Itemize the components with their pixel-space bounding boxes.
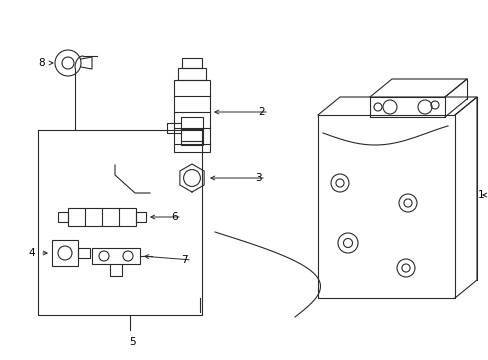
Text: 4: 4	[28, 248, 35, 258]
Bar	[58, 212, 68, 222]
Bar	[136, 212, 146, 222]
Text: 5: 5	[129, 337, 136, 347]
Bar	[78, 248, 90, 258]
Bar	[174, 80, 209, 152]
Text: 7: 7	[181, 255, 187, 265]
Text: 1: 1	[476, 190, 483, 200]
Bar	[182, 58, 202, 68]
Bar	[52, 240, 78, 266]
Bar	[92, 248, 140, 264]
Bar	[68, 208, 136, 226]
Bar	[178, 68, 205, 80]
Text: 2: 2	[258, 107, 264, 117]
Text: 8: 8	[38, 58, 45, 68]
Bar	[181, 117, 203, 145]
Text: 3: 3	[255, 173, 262, 183]
Text: 6: 6	[171, 212, 178, 222]
